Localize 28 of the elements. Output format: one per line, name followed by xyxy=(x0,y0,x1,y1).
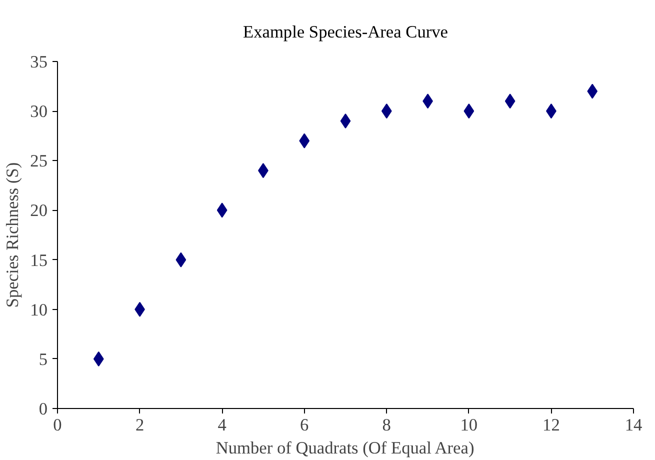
x-tick-label: 10 xyxy=(460,416,478,434)
x-tick-label: 4 xyxy=(218,416,227,434)
x-tick-label: 14 xyxy=(624,416,642,434)
point xyxy=(216,202,228,218)
y-tick-label: 30 xyxy=(30,102,48,122)
y-tick-label: 20 xyxy=(30,201,48,220)
chart-title: Example Species-Area Curve xyxy=(243,22,448,42)
point xyxy=(176,252,186,268)
y-tick-label: 10 xyxy=(30,300,48,320)
y-tick-label: 0 xyxy=(38,400,48,418)
x-tick-label: 0 xyxy=(53,416,62,434)
x-tick-label: 12 xyxy=(542,416,560,434)
point xyxy=(340,113,351,128)
point xyxy=(464,104,474,119)
y-tick-label: 15 xyxy=(30,250,48,270)
y-tick-label: 5 xyxy=(38,350,48,369)
y-tick-label: 25 xyxy=(30,152,48,171)
point xyxy=(587,84,598,99)
y-tick-label: 35 xyxy=(30,52,48,72)
x-tick-label: 8 xyxy=(382,416,391,434)
x-tick-label: 6 xyxy=(300,416,310,434)
x-tick-label: 2 xyxy=(135,416,144,434)
point xyxy=(93,351,104,366)
y-axis-title: Species Richness (S) xyxy=(3,162,22,308)
x-axis-title: Number of Quadrats (Of Equal Area) xyxy=(216,438,474,458)
point xyxy=(381,104,392,119)
point xyxy=(504,94,516,109)
point xyxy=(299,133,310,148)
